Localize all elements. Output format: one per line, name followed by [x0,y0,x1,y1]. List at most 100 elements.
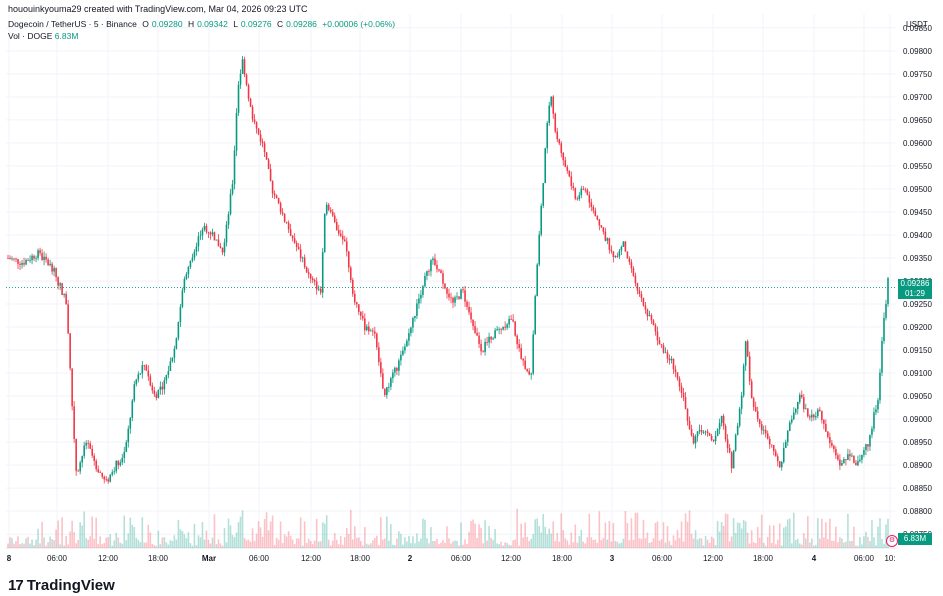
candle-body [612,251,615,257]
volume-bar [772,525,775,548]
candle-body [191,257,194,261]
candle-body [462,289,464,291]
chart-settings-icon[interactable]: ⚙ [886,535,898,547]
volume-bar [207,539,210,548]
volume-bar [877,526,879,548]
candle-body [871,428,873,435]
candle-body [556,131,559,140]
candle-body [873,412,875,429]
volume-bar [428,543,430,548]
candle-body [760,424,763,431]
candle-body [660,344,663,346]
candle-body [131,400,134,418]
candle-body [466,301,468,307]
price-tick-label: 0.09000 [903,415,932,424]
candle-body [209,232,212,235]
volume-label[interactable]: Vol · DOGE [8,31,53,41]
volume-bar [734,532,737,548]
candle-body [15,258,17,260]
candle-body [223,242,226,253]
volume-bar [796,538,799,548]
candle-body [360,311,362,316]
volume-bar [873,537,875,548]
volume-bar [333,533,336,548]
time-tick-label: Mar [202,554,216,563]
candle-body [586,189,589,195]
volume-bar [269,521,272,548]
candle-body [859,459,861,462]
candle-body [774,451,777,457]
volume-bar [732,518,735,548]
candle-body [574,188,577,199]
candle-body [255,122,258,129]
volume-bar [347,533,350,548]
volume-bar [839,537,841,548]
volume-bar [550,533,553,548]
candle-body [384,388,386,396]
volume-bar [418,541,420,548]
volume-bar [851,540,853,548]
volume-bar [875,545,877,548]
volume-bar [79,522,81,548]
volume-bar [107,537,110,548]
volume-bar [51,539,53,548]
volume-bar [65,535,67,548]
volume-bar [217,539,220,548]
volume-bar [229,525,232,548]
candle-body [490,336,492,340]
candle-body [321,252,324,293]
volume-bar [446,526,448,548]
candle-body [181,290,184,307]
time-tick-label: 18:00 [753,554,774,563]
volume-bar [123,515,126,548]
volume-bar [339,536,342,548]
volume-bar [558,541,561,548]
candle-body [57,277,59,286]
currency-label[interactable]: USDT [906,20,928,29]
volume-bar [61,517,63,548]
candle-body [782,447,785,463]
volume-bar [867,536,869,548]
candle-body [780,462,783,468]
candle-body [341,235,344,240]
candle-body [558,139,561,144]
volume-bar [881,538,883,548]
volume-bar [360,541,362,548]
volume-bar [331,540,334,548]
candle-body [357,304,360,312]
volume-bar [831,540,833,548]
bar-countdown: 01:29 [904,289,926,298]
candle-body [53,268,55,272]
candle-body [863,450,865,455]
candle-body [708,433,711,436]
tradingview-logo[interactable]: 17 TradingView [8,577,115,594]
symbol-label[interactable]: Dogecoin / TetherUS · 5 · Binance [8,19,137,29]
volume-bar [847,513,849,548]
candle-body [476,332,478,336]
volume-bar [301,545,304,548]
candle-body [187,266,190,275]
candle-body [843,459,845,464]
candle-body [23,263,25,265]
price-tick-label: 0.09150 [903,346,932,355]
candle-body [362,315,364,319]
candle-body [732,450,735,469]
volume-bar [442,540,444,548]
volume-bar [620,542,623,548]
candle-body [173,348,176,358]
volume-bar [343,537,346,548]
volume-bar [658,540,661,548]
volume-bar [376,535,378,548]
volume-bar [171,541,174,548]
candle-body [564,160,567,167]
candle-body [468,306,470,313]
volume-bar [193,523,196,548]
volume-bar [670,545,673,548]
price-tick-label: 0.08950 [903,438,932,447]
candle-body [764,429,767,434]
volume-bar [522,537,524,548]
time-tick-label: 06:00 [249,554,270,563]
candle-body [203,225,206,230]
volume-bar [638,538,641,548]
